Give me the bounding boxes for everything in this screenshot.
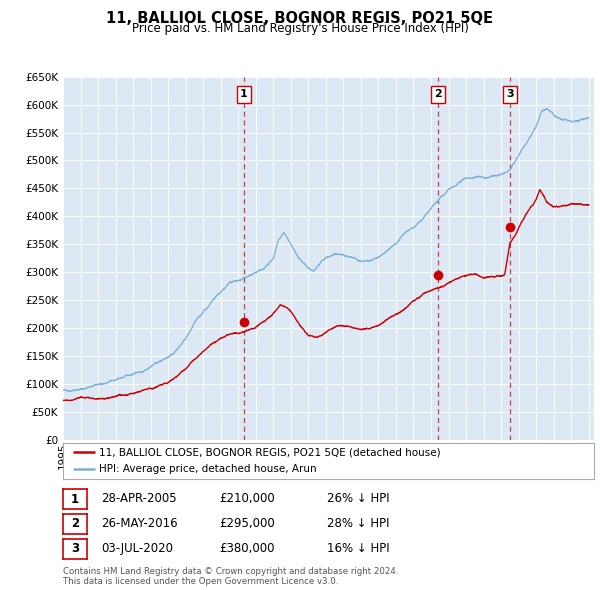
- Text: Contains HM Land Registry data © Crown copyright and database right 2024.: Contains HM Land Registry data © Crown c…: [63, 567, 398, 576]
- Text: 1: 1: [71, 493, 79, 506]
- Text: 28% ↓ HPI: 28% ↓ HPI: [327, 517, 389, 530]
- Text: £380,000: £380,000: [219, 542, 275, 555]
- Text: £210,000: £210,000: [219, 492, 275, 505]
- Text: 3: 3: [506, 90, 514, 99]
- Text: HPI: Average price, detached house, Arun: HPI: Average price, detached house, Arun: [99, 464, 317, 474]
- Text: 26-MAY-2016: 26-MAY-2016: [101, 517, 178, 530]
- Text: £295,000: £295,000: [219, 517, 275, 530]
- Text: 03-JUL-2020: 03-JUL-2020: [101, 542, 173, 555]
- Text: 26% ↓ HPI: 26% ↓ HPI: [327, 492, 389, 505]
- Text: 11, BALLIOL CLOSE, BOGNOR REGIS, PO21 5QE: 11, BALLIOL CLOSE, BOGNOR REGIS, PO21 5Q…: [107, 11, 493, 25]
- Text: 3: 3: [71, 542, 79, 555]
- Text: 2: 2: [434, 90, 442, 99]
- Text: Price paid vs. HM Land Registry's House Price Index (HPI): Price paid vs. HM Land Registry's House …: [131, 22, 469, 35]
- Text: 1: 1: [240, 90, 248, 99]
- Text: 11, BALLIOL CLOSE, BOGNOR REGIS, PO21 5QE (detached house): 11, BALLIOL CLOSE, BOGNOR REGIS, PO21 5Q…: [99, 447, 441, 457]
- Text: This data is licensed under the Open Government Licence v3.0.: This data is licensed under the Open Gov…: [63, 577, 338, 586]
- Text: 2: 2: [71, 517, 79, 530]
- Text: 28-APR-2005: 28-APR-2005: [101, 492, 176, 505]
- Text: 16% ↓ HPI: 16% ↓ HPI: [327, 542, 389, 555]
